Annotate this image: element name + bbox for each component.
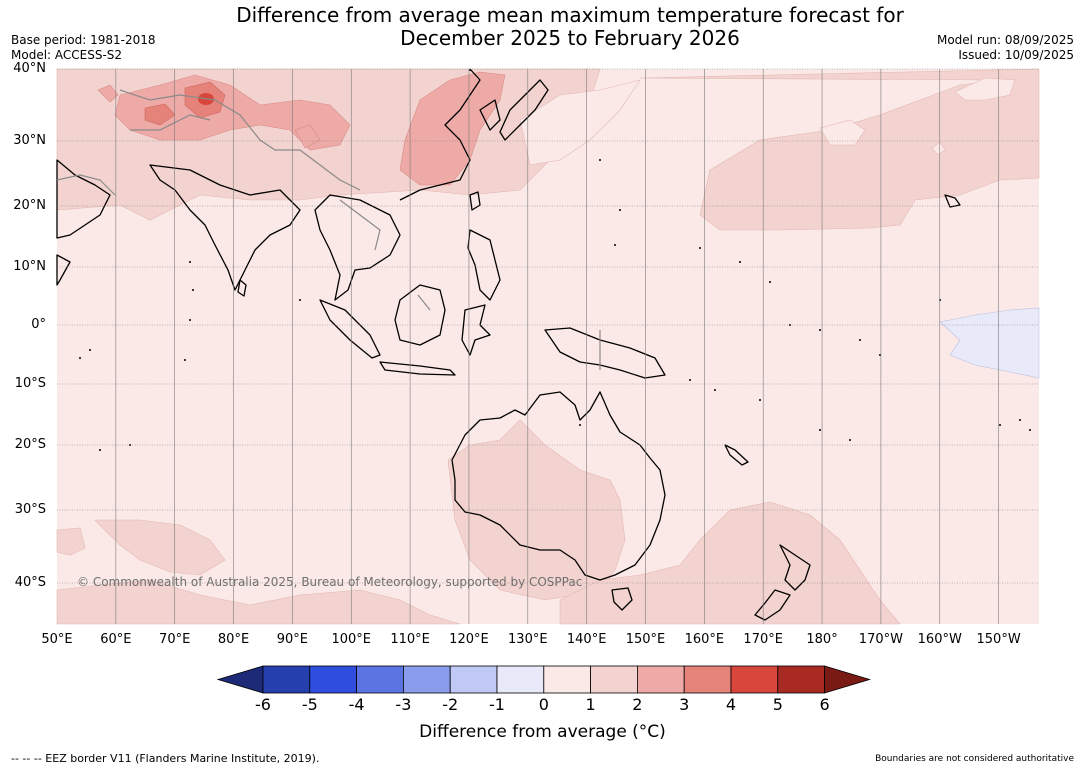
colorbar-tick-label: 5 <box>772 695 783 714</box>
colorbar-swatch <box>730 665 779 694</box>
lon-label: 110°E <box>390 632 430 647</box>
lat-label: 10°S <box>14 376 46 391</box>
colorbar <box>216 665 871 694</box>
anomaly-lt1-patches <box>519 77 1016 166</box>
meta-right: Model run: 08/09/2025 Issued: 10/09/2025 <box>937 33 1074 63</box>
title-line-1: Difference from average mean maximum tem… <box>236 3 904 27</box>
lon-label: 50°E <box>41 632 73 647</box>
lat-label: 40°S <box>14 575 46 590</box>
colorbar-tick-label: -1 <box>489 695 505 714</box>
lon-label: 160°W <box>917 632 962 647</box>
lon-label: 90°E <box>276 632 309 647</box>
colorbar-swatch <box>496 665 545 694</box>
lon-label: 100°E <box>331 632 372 647</box>
colorbar-arrow-high <box>824 665 871 694</box>
lon-label: 180° <box>806 632 838 647</box>
lon-label: 170°E <box>743 632 783 647</box>
colorbar-tick-label: -5 <box>301 695 318 714</box>
colorbar-tick-label: 4 <box>725 695 737 714</box>
lon-label: 150°E <box>625 632 666 647</box>
colorbar-tick-label: -2 <box>442 695 459 714</box>
colorbar-swatch <box>637 665 685 694</box>
lat-label: 30°N <box>13 133 46 148</box>
colorbar-swatch <box>777 665 825 694</box>
lat-label: 0° <box>31 317 46 332</box>
eez-legend: -- -- -- EEZ border V11 (Flanders Marine… <box>11 752 320 765</box>
colorbar-tick-label: -4 <box>348 695 365 714</box>
colorbar-tick-label: -6 <box>255 695 271 714</box>
colorbar-swatch <box>356 665 404 694</box>
graticule <box>57 68 1039 624</box>
lon-label: 150°W <box>976 632 1021 647</box>
colorbar-tick-label: 6 <box>819 695 830 714</box>
lon-label: 140°E <box>566 632 607 647</box>
lon-label: 70°E <box>159 632 191 647</box>
map-title: Difference from average mean maximum tem… <box>0 4 1085 50</box>
colorbar-swatch <box>309 665 357 694</box>
colorbar-swatch <box>449 665 498 694</box>
lat-label: 20°S <box>14 437 46 452</box>
anomaly-neg-layer <box>939 307 1040 379</box>
colorbar-swatch <box>543 665 591 694</box>
issued-date: Issued: 10/09/2025 <box>958 48 1074 62</box>
colorbar-tick-label: 0 <box>538 695 549 714</box>
base-period: Base period: 1981-2018 <box>11 33 156 47</box>
lon-label: 170°W <box>858 632 903 647</box>
title-line-2: December 2025 to February 2026 <box>400 26 740 50</box>
lon-label: 60°E <box>100 632 132 647</box>
lat-label: 40°N <box>13 61 46 76</box>
lat-label: 20°N <box>13 198 46 213</box>
colorbar-swatch <box>683 665 732 694</box>
credit-text: © Commonwealth of Australia 2025, Bureau… <box>77 575 583 589</box>
colorbar-label: Difference from average (°C) <box>419 722 666 742</box>
meta-left: Base period: 1981-2018 Model: ACCESS-S2 <box>11 33 156 63</box>
lat-label: 10°N <box>13 259 46 274</box>
coastlines <box>56 68 961 621</box>
colorbar-arrow-low <box>216 665 264 694</box>
colorbar-tick-label: -3 <box>395 695 412 714</box>
model-name: Model: ACCESS-S2 <box>11 48 123 62</box>
colorbar-tick-label: 2 <box>632 695 643 714</box>
colorbar-tick-label: 3 <box>679 695 690 714</box>
island-dots <box>79 69 1031 451</box>
lon-label: 80°E <box>217 632 250 647</box>
lon-label: 120°E <box>449 632 489 647</box>
model-run: Model run: 08/09/2025 <box>936 33 1074 47</box>
colorbar-swatch <box>590 665 638 694</box>
colorbar-swatch <box>402 665 451 694</box>
lat-label: 30°S <box>14 502 46 517</box>
colorbar-swatch <box>262 665 311 694</box>
anomaly-2-3-layer <box>97 71 506 186</box>
colorbar-tick-label: 1 <box>585 695 596 714</box>
boundary-disclaimer: Boundaries are not considered authoritat… <box>875 754 1074 764</box>
lon-label: 130°E <box>508 632 548 647</box>
lon-label: 160°E <box>684 632 725 647</box>
